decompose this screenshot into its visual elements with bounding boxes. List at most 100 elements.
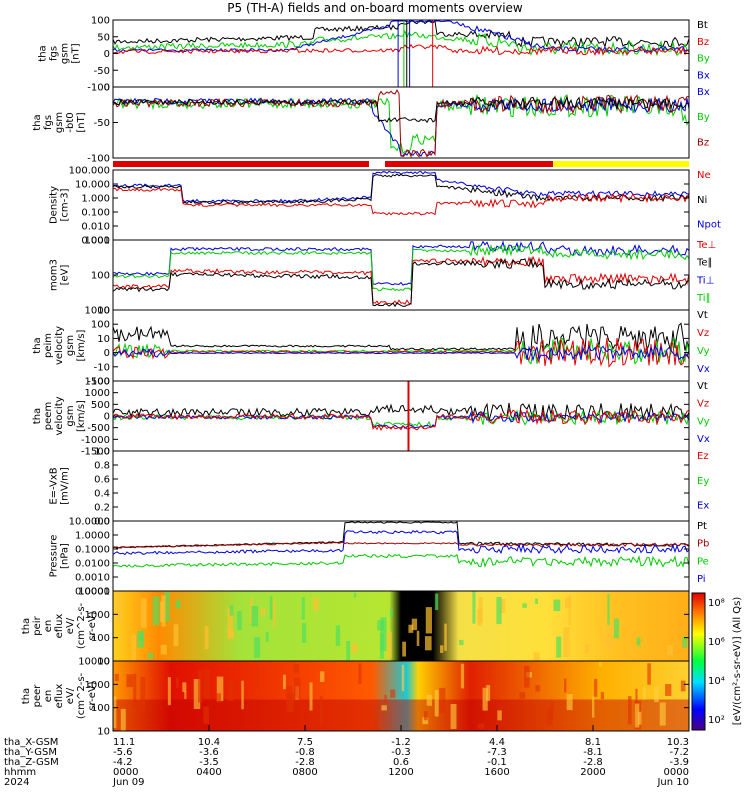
spectrogram-texture	[450, 703, 457, 730]
spectrogram-texture	[379, 632, 384, 659]
y-axis-label: E=-VxB	[49, 467, 60, 504]
spectrogram-texture	[203, 669, 210, 699]
spectrogram-texture	[390, 689, 396, 698]
spectrogram-texture	[114, 673, 119, 682]
spectrogram-texture	[564, 678, 567, 693]
spectrogram-texture	[522, 603, 527, 608]
spectrogram-texture	[411, 618, 418, 631]
y-axis-label: Pressure	[49, 535, 60, 578]
spectrogram-texture	[613, 618, 620, 639]
spectrogram-texture	[667, 645, 674, 656]
x-row-value: 8.1	[585, 737, 601, 748]
spectrogram-texture	[680, 680, 686, 692]
y-axis-label: [km/s]	[76, 400, 87, 432]
spectrogram-texture	[600, 692, 604, 700]
spectrogram-texture	[312, 597, 319, 611]
trace-bt	[112, 20, 690, 49]
x-row-value: 0.6	[393, 757, 409, 768]
spectrogram-texture	[140, 598, 147, 628]
y-axis-label: en	[43, 690, 54, 703]
legend-pressure-0: Pt	[697, 521, 707, 532]
trace-by	[112, 29, 690, 57]
spectrogram-texture	[216, 676, 224, 702]
y-tick-label: -50	[94, 66, 110, 77]
x-row-value: -3.5	[199, 757, 219, 768]
x-row-value: 1200	[388, 767, 413, 778]
spectrogram-texture	[584, 643, 590, 655]
y-axis-label: velocity	[54, 326, 65, 365]
y-tick-label: 10	[97, 657, 110, 668]
spectrogram-texture	[227, 680, 234, 702]
legend-peim_v-2: Vy	[697, 346, 710, 357]
legend-efield-0: Ez	[697, 451, 709, 462]
spectrogram-texture	[591, 696, 595, 718]
y-tick-label: 0.010	[81, 222, 110, 233]
spectrogram-texture	[422, 717, 429, 725]
x-row-value: 4.4	[489, 737, 505, 748]
spectrogram-texture	[358, 663, 362, 685]
legend-temp-1: Te∥	[696, 258, 713, 269]
spectrogram-texture	[282, 674, 286, 690]
y-tick-label: -500	[87, 423, 110, 434]
x-row-value: 0800	[292, 767, 317, 778]
legend-peim_v-3: Vx	[697, 364, 710, 375]
spectrogram-texture	[519, 692, 526, 699]
spectrogram-texture	[353, 592, 357, 598]
y-tick-label: 1.0	[94, 447, 110, 458]
trace-exp-bt	[112, 95, 690, 124]
spectrogram-texture	[159, 601, 164, 622]
y-tick-label: 100	[91, 703, 110, 714]
x-row-value: -0.8	[295, 747, 315, 758]
spectrogram-texture	[293, 677, 301, 699]
spectrogram-texture	[434, 689, 439, 717]
spectrogram-texture	[533, 652, 540, 661]
x-row-label: tha_Y-GSM	[4, 747, 57, 758]
legend-temp-0: Te⊥	[696, 240, 716, 251]
spectrogram-texture	[260, 608, 266, 616]
spectrogram-texture	[173, 624, 179, 647]
spectrogram-texture	[203, 706, 209, 724]
x-row-value: 0000	[664, 767, 689, 778]
y-tick-label: 0.0	[94, 517, 110, 528]
y-axis-label: [cm-3]	[60, 188, 71, 221]
spectrogram-texture	[550, 701, 554, 719]
legend-fgs_exp-2: Bz	[697, 137, 709, 148]
y-tick-label: 100	[91, 271, 110, 282]
x-row-value: -3.9	[669, 757, 689, 768]
spectrogram-texture	[126, 674, 134, 688]
trace-bz	[112, 43, 690, 57]
spectrogram-texture	[148, 652, 154, 659]
spectrogram-texture	[426, 694, 432, 706]
y-tick-label: 1000	[85, 388, 110, 399]
spectrogram-texture	[367, 725, 372, 730]
legend-fgs-3: Bx	[697, 71, 710, 82]
y-axis-label: peem	[43, 402, 54, 430]
spectrogram-texture	[535, 598, 538, 604]
legend-density-2: Npot	[697, 220, 721, 231]
spectrogram-texture	[175, 677, 179, 688]
colorbar	[691, 592, 706, 731]
spectrogram-texture	[237, 611, 242, 631]
chart-title: P5 (TH-A) fields and on-board moments ov…	[227, 1, 523, 15]
x-row-label: tha_X-GSM	[4, 737, 58, 748]
spectrogram-texture	[599, 613, 602, 638]
trace-ni	[112, 173, 690, 205]
y-axis-label: eV/	[65, 617, 76, 634]
spectrogram-texture	[301, 597, 305, 620]
spectrogram-texture	[273, 598, 276, 628]
spectrogram-texture	[535, 685, 540, 692]
spectrogram-texture	[167, 677, 171, 706]
y-tick-label: 0.1000	[75, 545, 110, 556]
spectrogram-texture	[472, 591, 476, 624]
trace-peim-vz	[112, 337, 690, 368]
y-tick-label: 10000	[78, 657, 110, 668]
y-axis-label: (cm^2-s-	[76, 602, 87, 649]
y-tick-label: 0.6	[94, 475, 110, 486]
y-tick-label: -1500	[81, 447, 110, 458]
y-axis-label: tha	[32, 408, 43, 424]
legend-density-0: Ne	[697, 170, 711, 181]
y-tick-label: 100	[91, 320, 110, 331]
legend-peim_v-1: Vz	[697, 328, 709, 339]
y-axis-label: peir	[32, 615, 43, 635]
x-row-value: -0.1	[487, 757, 507, 768]
